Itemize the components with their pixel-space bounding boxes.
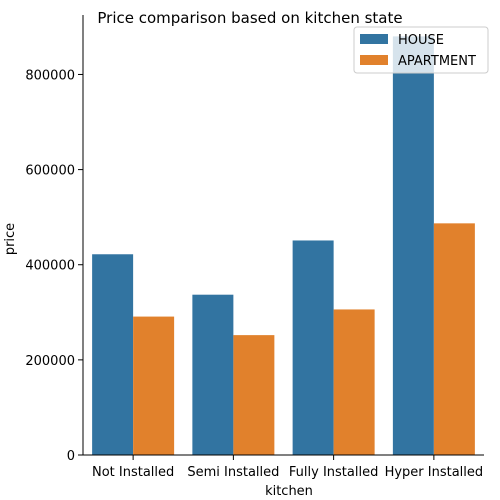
bar-apartment-hyper-installed xyxy=(433,223,475,455)
bar-house-hyper-installed xyxy=(392,36,434,456)
y-tick-label: 0 xyxy=(67,449,75,464)
x-tick-label: Hyper Installed xyxy=(385,465,484,480)
y-tick-label: 600000 xyxy=(25,164,75,179)
x-tick-label: Fully Installed xyxy=(289,465,378,480)
x-axis-title: kitchen xyxy=(265,484,313,499)
chart-title: Price comparison based on kitchen state xyxy=(97,9,402,27)
y-axis-title: price xyxy=(3,223,18,255)
y-tick-label: 400000 xyxy=(25,259,75,274)
x-tick-label: Semi Installed xyxy=(187,465,279,480)
legend-swatch-apartment xyxy=(360,55,388,65)
plot-area xyxy=(92,36,475,456)
bar-house-fully-installed xyxy=(292,240,334,455)
bar-house-semi-installed xyxy=(192,294,234,455)
legend-swatch-house xyxy=(360,34,388,44)
y-axis-ticks: 0 200000 400000 600000 800000 xyxy=(25,68,83,464)
y-tick-label: 200000 xyxy=(25,354,75,369)
y-tick-label: 800000 xyxy=(25,68,75,83)
legend: HOUSE APARTMENT xyxy=(353,26,489,74)
bar-apartment-semi-installed xyxy=(233,335,275,455)
x-axis-ticks: Not Installed Semi Installed Fully Install… xyxy=(92,455,483,480)
bar-house-not-installed xyxy=(92,254,134,455)
bar-apartment-not-installed xyxy=(133,316,175,455)
x-tick-label: Not Installed xyxy=(92,465,174,480)
bar-apartment-fully-installed xyxy=(333,309,375,455)
legend-label-apartment: APARTMENT xyxy=(398,54,476,69)
legend-label-house: HOUSE xyxy=(398,33,444,48)
